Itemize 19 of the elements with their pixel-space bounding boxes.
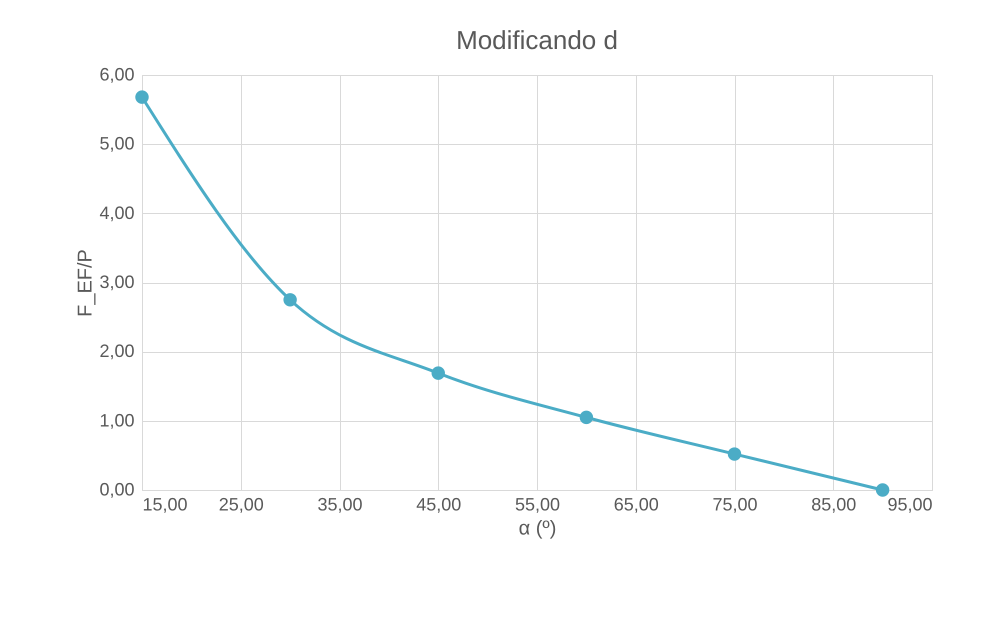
y-tick-label: 0,00 bbox=[99, 480, 134, 500]
x-tick-label: 45,00 bbox=[416, 494, 462, 514]
y-tick-label: 4,00 bbox=[99, 202, 134, 223]
y-tick-label: 6,00 bbox=[99, 64, 134, 84]
x-tick-label: 75,00 bbox=[712, 494, 758, 514]
y-tick-label: 5,00 bbox=[99, 134, 134, 154]
chart-title: Modificando d bbox=[456, 25, 618, 55]
y-tick-label: 2,00 bbox=[99, 341, 134, 362]
y-tick-label: 3,00 bbox=[99, 272, 134, 292]
x-tick-label: 55,00 bbox=[514, 494, 560, 514]
x-tick-label: 65,00 bbox=[614, 494, 659, 514]
y-tick-label: 1,00 bbox=[99, 410, 134, 430]
x-tick-label: 35,00 bbox=[317, 494, 363, 514]
x-tick-label: 95,00 bbox=[887, 494, 932, 514]
x-tick-label: 25,00 bbox=[218, 494, 264, 514]
x-axis-title: α (º) bbox=[518, 518, 556, 540]
x-tick-label: 85,00 bbox=[811, 494, 856, 514]
x-tick-label: 15,00 bbox=[142, 494, 188, 514]
y-axis-title: F_EF/P bbox=[74, 249, 96, 317]
